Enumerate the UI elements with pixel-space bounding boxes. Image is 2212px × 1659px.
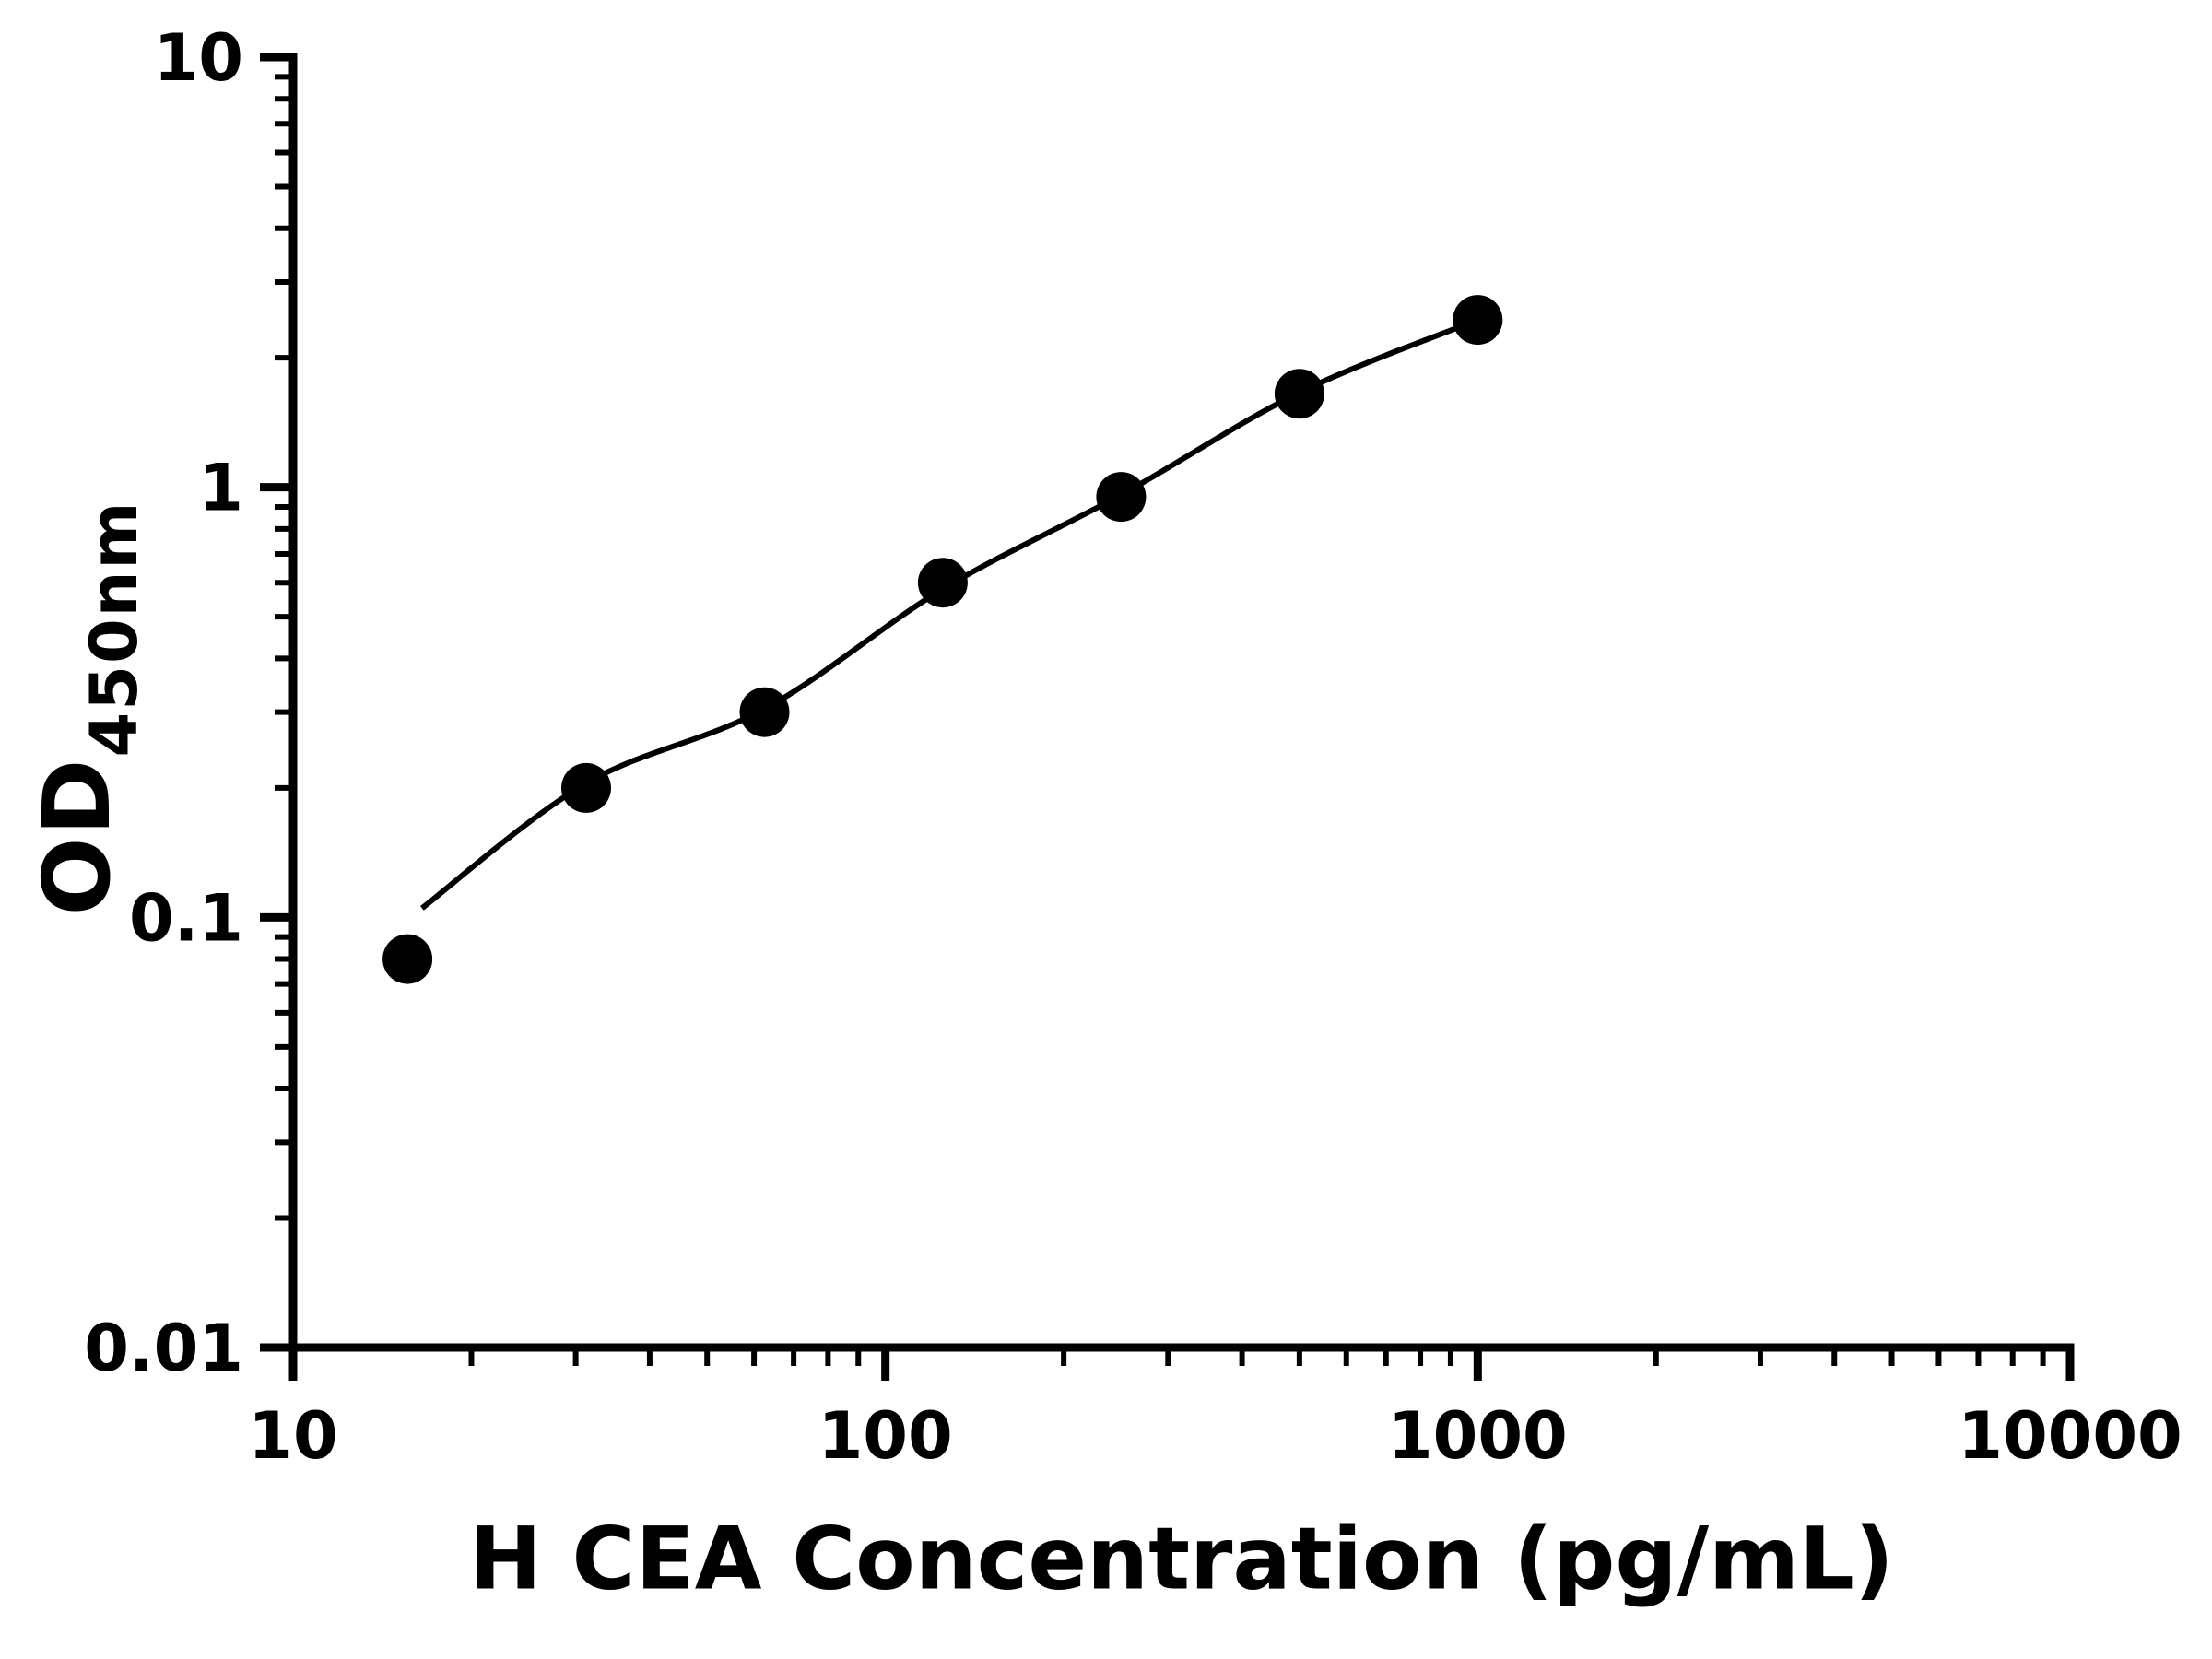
data-point — [561, 762, 611, 813]
x-tick-label: 10000 — [1958, 1398, 2183, 1474]
data-point — [917, 558, 968, 608]
data-point — [739, 687, 790, 737]
y-tick-label: 0.1 — [129, 880, 243, 956]
y-axis-title: OD450nm — [23, 500, 152, 916]
data-point — [1274, 369, 1324, 419]
data-point — [1096, 472, 1147, 523]
x-axis: 10 100 1000 10000 — [248, 1347, 2183, 1474]
axes-spines — [288, 53, 2075, 1352]
y-axis: 0.01 0.1 1 10 — [84, 20, 293, 1386]
x-tick-label: 1000 — [1388, 1398, 1568, 1474]
y-tick-label: 0.01 — [84, 1311, 243, 1386]
data-point — [1453, 295, 1503, 346]
y-tick-label: 10 — [154, 20, 243, 96]
x-tick-label: 100 — [818, 1398, 953, 1474]
y-axis-title-subscript: 450nm — [76, 500, 152, 758]
y-axis-title-main: OD — [23, 757, 131, 916]
x-tick-label: 10 — [248, 1398, 337, 1474]
x-axis-title: H CEA Concentration (pg/mL) — [469, 1509, 1894, 1610]
data-point — [382, 934, 433, 984]
y-tick-label: 1 — [198, 451, 243, 526]
data-series — [382, 295, 1503, 984]
